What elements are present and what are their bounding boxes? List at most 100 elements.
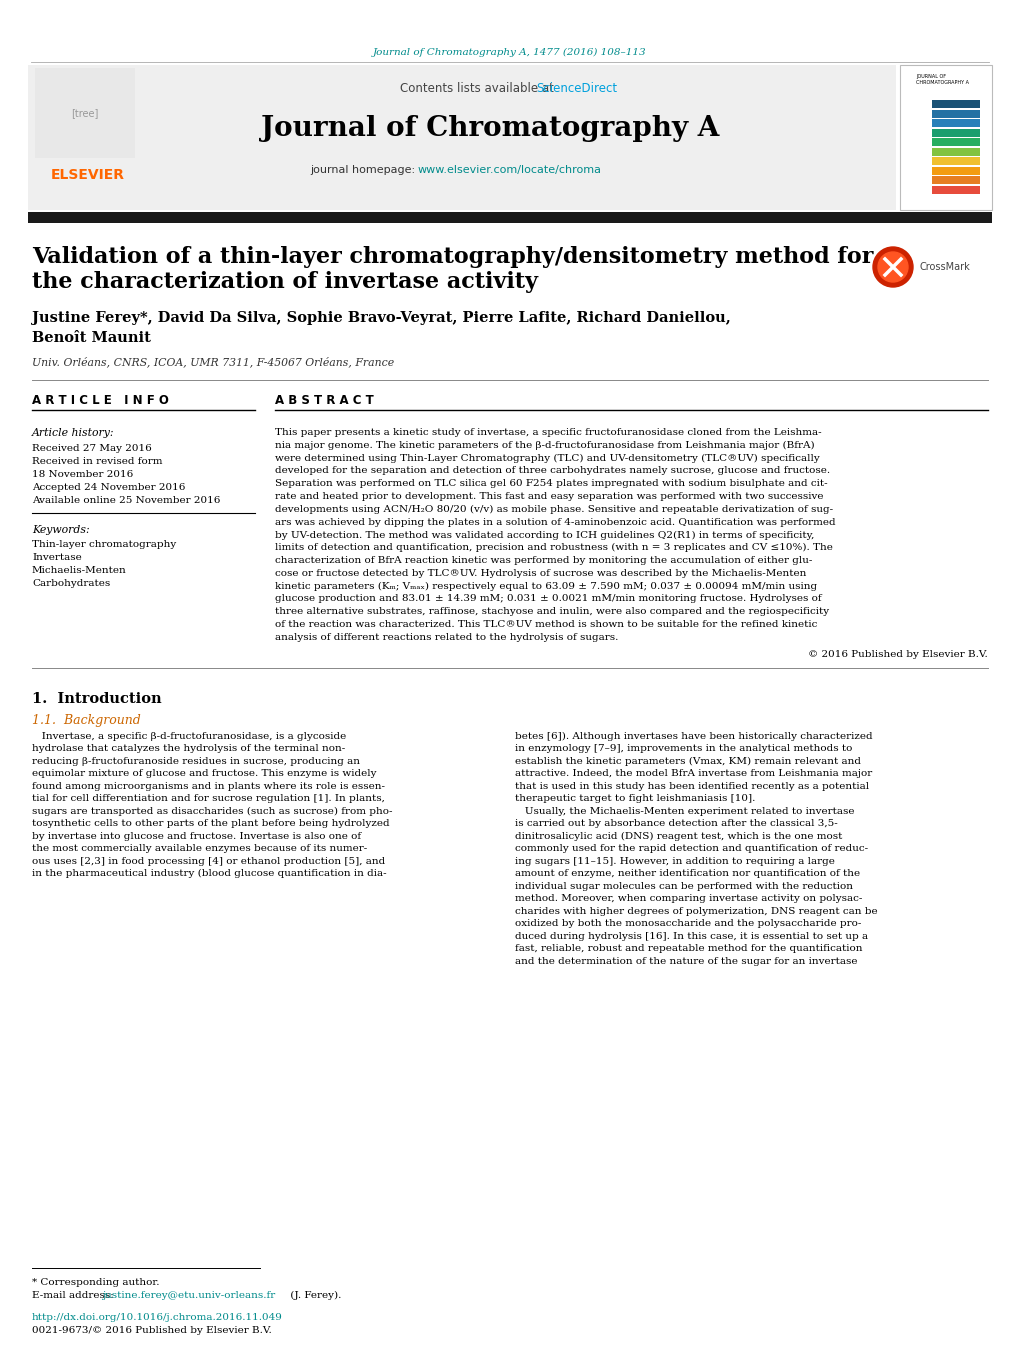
Text: JOURNAL OF: JOURNAL OF bbox=[915, 74, 945, 78]
Bar bbox=[931, 166, 979, 174]
Text: in the pharmaceutical industry (blood glucose quantification in dia-: in the pharmaceutical industry (blood gl… bbox=[32, 869, 386, 878]
Text: * Corresponding author.: * Corresponding author. bbox=[32, 1278, 159, 1288]
Text: Available online 25 November 2016: Available online 25 November 2016 bbox=[32, 496, 220, 505]
Text: method. Moreover, when comparing invertase activity on polysac-: method. Moreover, when comparing inverta… bbox=[515, 894, 861, 902]
Text: commonly used for the rapid detection and quantification of reduc-: commonly used for the rapid detection an… bbox=[515, 844, 867, 852]
Text: tial for cell differentiation and for sucrose regulation [1]. In plants,: tial for cell differentiation and for su… bbox=[32, 794, 384, 802]
Text: hydrolase that catalyzes the hydrolysis of the terminal non-: hydrolase that catalyzes the hydrolysis … bbox=[32, 744, 344, 753]
Text: http://dx.doi.org/10.1016/j.chroma.2016.11.049: http://dx.doi.org/10.1016/j.chroma.2016.… bbox=[32, 1313, 282, 1323]
Text: establish the kinetic parameters (Vmax, KM) remain relevant and: establish the kinetic parameters (Vmax, … bbox=[515, 757, 860, 766]
Text: fast, reliable, robust and repeatable method for the quantification: fast, reliable, robust and repeatable me… bbox=[515, 944, 862, 952]
Text: 18 November 2016: 18 November 2016 bbox=[32, 470, 133, 480]
Text: www.elsevier.com/locate/chroma: www.elsevier.com/locate/chroma bbox=[418, 165, 601, 176]
Text: Carbohydrates: Carbohydrates bbox=[32, 580, 110, 588]
Text: and the determination of the nature of the sugar for an invertase: and the determination of the nature of t… bbox=[515, 957, 857, 966]
Text: cose or fructose detected by TLC®UV. Hydrolysis of sucrose was described by the : cose or fructose detected by TLC®UV. Hyd… bbox=[275, 569, 806, 578]
Text: oxidized by both the monosaccharide and the polysaccharide pro-: oxidized by both the monosaccharide and … bbox=[515, 919, 860, 928]
Text: justine.ferey@etu.univ-orleans.fr: justine.ferey@etu.univ-orleans.fr bbox=[102, 1292, 275, 1300]
Text: Univ. Orléans, CNRS, ICOA, UMR 7311, F-45067 Orléans, France: Univ. Orléans, CNRS, ICOA, UMR 7311, F-4… bbox=[32, 357, 393, 367]
Text: Invertase, a specific β-d-fructofuranosidase, is a glycoside: Invertase, a specific β-d-fructofuranosi… bbox=[32, 732, 345, 740]
Text: Benoît Maunit: Benoît Maunit bbox=[32, 331, 151, 345]
Text: A R T I C L E   I N F O: A R T I C L E I N F O bbox=[32, 393, 169, 407]
Text: Invertase: Invertase bbox=[32, 553, 82, 562]
Text: rate and heated prior to development. This fast and easy separation was performe: rate and heated prior to development. Th… bbox=[275, 492, 822, 501]
Text: characterization of BfrA reaction kinetic was performed by monitoring the accumu: characterization of BfrA reaction kineti… bbox=[275, 557, 811, 565]
Text: three alternative substrates, raffinose, stachyose and inulin, were also compare: three alternative substrates, raffinose,… bbox=[275, 607, 828, 616]
Text: by invertase into glucose and fructose. Invertase is also one of: by invertase into glucose and fructose. … bbox=[32, 832, 361, 840]
Text: This paper presents a kinetic study of invertase, a specific fructofuranosidase : This paper presents a kinetic study of i… bbox=[275, 428, 821, 436]
Text: equimolar mixture of glucose and fructose. This enzyme is widely: equimolar mixture of glucose and fructos… bbox=[32, 769, 376, 778]
Bar bbox=[931, 128, 979, 136]
Text: Journal of Chromatography A, 1477 (2016) 108–113: Journal of Chromatography A, 1477 (2016)… bbox=[373, 47, 646, 57]
Text: 1.  Introduction: 1. Introduction bbox=[32, 692, 161, 705]
Bar bbox=[931, 185, 979, 193]
Text: of the reaction was characterized. This TLC®UV method is shown to be suitable fo: of the reaction was characterized. This … bbox=[275, 620, 816, 630]
Text: nia major genome. The kinetic parameters of the β-d-fructofuranosidase from Leis: nia major genome. The kinetic parameters… bbox=[275, 440, 814, 450]
Text: sugars are transported as disaccharides (such as sucrose) from pho-: sugars are transported as disaccharides … bbox=[32, 807, 392, 816]
Bar bbox=[35, 68, 135, 158]
Bar bbox=[931, 109, 979, 118]
Text: duced during hydrolysis [16]. In this case, it is essential to set up a: duced during hydrolysis [16]. In this ca… bbox=[515, 932, 867, 940]
Text: CrossMark: CrossMark bbox=[919, 262, 970, 272]
Text: [tree]: [tree] bbox=[71, 108, 99, 118]
Text: Contents lists available at: Contents lists available at bbox=[399, 81, 557, 95]
Text: Validation of a thin-layer chromatography/densitometry method for: Validation of a thin-layer chromatograph… bbox=[32, 246, 872, 267]
Text: Thin-layer chromatography: Thin-layer chromatography bbox=[32, 540, 176, 549]
Text: 1.1.  Background: 1.1. Background bbox=[32, 713, 141, 727]
Bar bbox=[931, 100, 979, 108]
Text: dinitrosalicylic acid (DNS) reagent test, which is the one most: dinitrosalicylic acid (DNS) reagent test… bbox=[515, 832, 842, 840]
Text: Justine Ferey*, David Da Silva, Sophie Bravo-Veyrat, Pierre Lafite, Richard Dani: Justine Ferey*, David Da Silva, Sophie B… bbox=[32, 311, 730, 326]
Text: charides with higher degrees of polymerization, DNS reagent can be: charides with higher degrees of polymeri… bbox=[515, 907, 876, 916]
Text: that is used in this study has been identified recently as a potential: that is used in this study has been iden… bbox=[515, 782, 868, 790]
Text: Received in revised form: Received in revised form bbox=[32, 457, 162, 466]
Text: were determined using Thin-Layer Chromatography (TLC) and UV-densitometry (TLC®U: were determined using Thin-Layer Chromat… bbox=[275, 454, 819, 463]
Bar bbox=[931, 147, 979, 155]
Text: analysis of different reactions related to the hydrolysis of sugars.: analysis of different reactions related … bbox=[275, 632, 618, 642]
Text: limits of detection and quantification, precision and robustness (with n = 3 rep: limits of detection and quantification, … bbox=[275, 543, 833, 553]
Bar bbox=[931, 157, 979, 165]
Text: Keywords:: Keywords: bbox=[32, 526, 90, 535]
Bar bbox=[931, 176, 979, 184]
Bar bbox=[931, 138, 979, 146]
Circle shape bbox=[877, 253, 907, 282]
Bar bbox=[899, 65, 991, 209]
Text: kinetic parameters (Kₘ; Vₘₐₓ) respectively equal to 63.09 ± 7.590 mM; 0.037 ± 0.: kinetic parameters (Kₘ; Vₘₐₓ) respective… bbox=[275, 581, 816, 590]
Text: in enzymology [7–9], improvements in the analytical methods to: in enzymology [7–9], improvements in the… bbox=[515, 744, 852, 753]
Text: amount of enzyme, neither identification nor quantification of the: amount of enzyme, neither identification… bbox=[515, 869, 859, 878]
Circle shape bbox=[872, 247, 912, 286]
Text: (J. Ferey).: (J. Ferey). bbox=[286, 1292, 341, 1300]
Text: ScienceDirect: ScienceDirect bbox=[535, 81, 616, 95]
Text: Journal of Chromatography A: Journal of Chromatography A bbox=[261, 115, 718, 142]
Text: developed for the separation and detection of three carbohydrates namely sucrose: developed for the separation and detecti… bbox=[275, 466, 829, 476]
Text: glucose production and 83.01 ± 14.39 mM; 0.031 ± 0.0021 mM/min monitoring fructo: glucose production and 83.01 ± 14.39 mM;… bbox=[275, 594, 821, 604]
Text: developments using ACN/H₂O 80/20 (v/v) as mobile phase. Sensitive and repeatable: developments using ACN/H₂O 80/20 (v/v) a… bbox=[275, 505, 833, 513]
Text: ing sugars [11–15]. However, in addition to requiring a large: ing sugars [11–15]. However, in addition… bbox=[515, 857, 835, 866]
Text: the characterization of invertase activity: the characterization of invertase activi… bbox=[32, 272, 537, 293]
Text: Received 27 May 2016: Received 27 May 2016 bbox=[32, 444, 152, 453]
Text: Michaelis-Menten: Michaelis-Menten bbox=[32, 566, 126, 576]
Text: ELSEVIER: ELSEVIER bbox=[51, 168, 125, 182]
Bar bbox=[28, 212, 991, 223]
Text: found among microorganisms and in plants where its role is essen-: found among microorganisms and in plants… bbox=[32, 782, 384, 790]
Text: the most commercially available enzymes because of its numer-: the most commercially available enzymes … bbox=[32, 844, 367, 852]
Text: attractive. Indeed, the model BfrA invertase from Leishmania major: attractive. Indeed, the model BfrA inver… bbox=[515, 769, 871, 778]
Text: tosynthetic cells to other parts of the plant before being hydrolyzed: tosynthetic cells to other parts of the … bbox=[32, 819, 389, 828]
Text: ous uses [2,3] in food processing [4] or ethanol production [5], and: ous uses [2,3] in food processing [4] or… bbox=[32, 857, 385, 866]
Text: 0021-9673/© 2016 Published by Elsevier B.V.: 0021-9673/© 2016 Published by Elsevier B… bbox=[32, 1325, 271, 1335]
Text: CHROMATOGRAPHY A: CHROMATOGRAPHY A bbox=[915, 80, 968, 85]
Text: journal homepage:: journal homepage: bbox=[310, 165, 418, 176]
Text: A B S T R A C T: A B S T R A C T bbox=[275, 393, 373, 407]
Text: Separation was performed on TLC silica gel 60 F254 plates impregnated with sodiu: Separation was performed on TLC silica g… bbox=[275, 480, 826, 488]
Text: individual sugar molecules can be performed with the reduction: individual sugar molecules can be perfor… bbox=[515, 882, 852, 890]
Text: Article history:: Article history: bbox=[32, 428, 114, 438]
Text: Usually, the Michaelis-Menten experiment related to invertase: Usually, the Michaelis-Menten experiment… bbox=[515, 807, 854, 816]
Text: by UV-detection. The method was validated according to ICH guidelines Q2(R1) in : by UV-detection. The method was validate… bbox=[275, 531, 813, 539]
Bar bbox=[28, 65, 895, 209]
Text: is carried out by absorbance detection after the classical 3,5-: is carried out by absorbance detection a… bbox=[515, 819, 837, 828]
Text: therapeutic target to fight leishmaniasis [10].: therapeutic target to fight leishmaniasi… bbox=[515, 794, 755, 802]
Bar bbox=[931, 119, 979, 127]
Text: ars was achieved by dipping the plates in a solution of 4-aminobenzoic acid. Qua: ars was achieved by dipping the plates i… bbox=[275, 517, 835, 527]
Text: © 2016 Published by Elsevier B.V.: © 2016 Published by Elsevier B.V. bbox=[807, 650, 987, 658]
Text: E-mail address:: E-mail address: bbox=[32, 1292, 117, 1300]
Text: betes [6]). Although invertases have been historically characterized: betes [6]). Although invertases have bee… bbox=[515, 732, 872, 740]
